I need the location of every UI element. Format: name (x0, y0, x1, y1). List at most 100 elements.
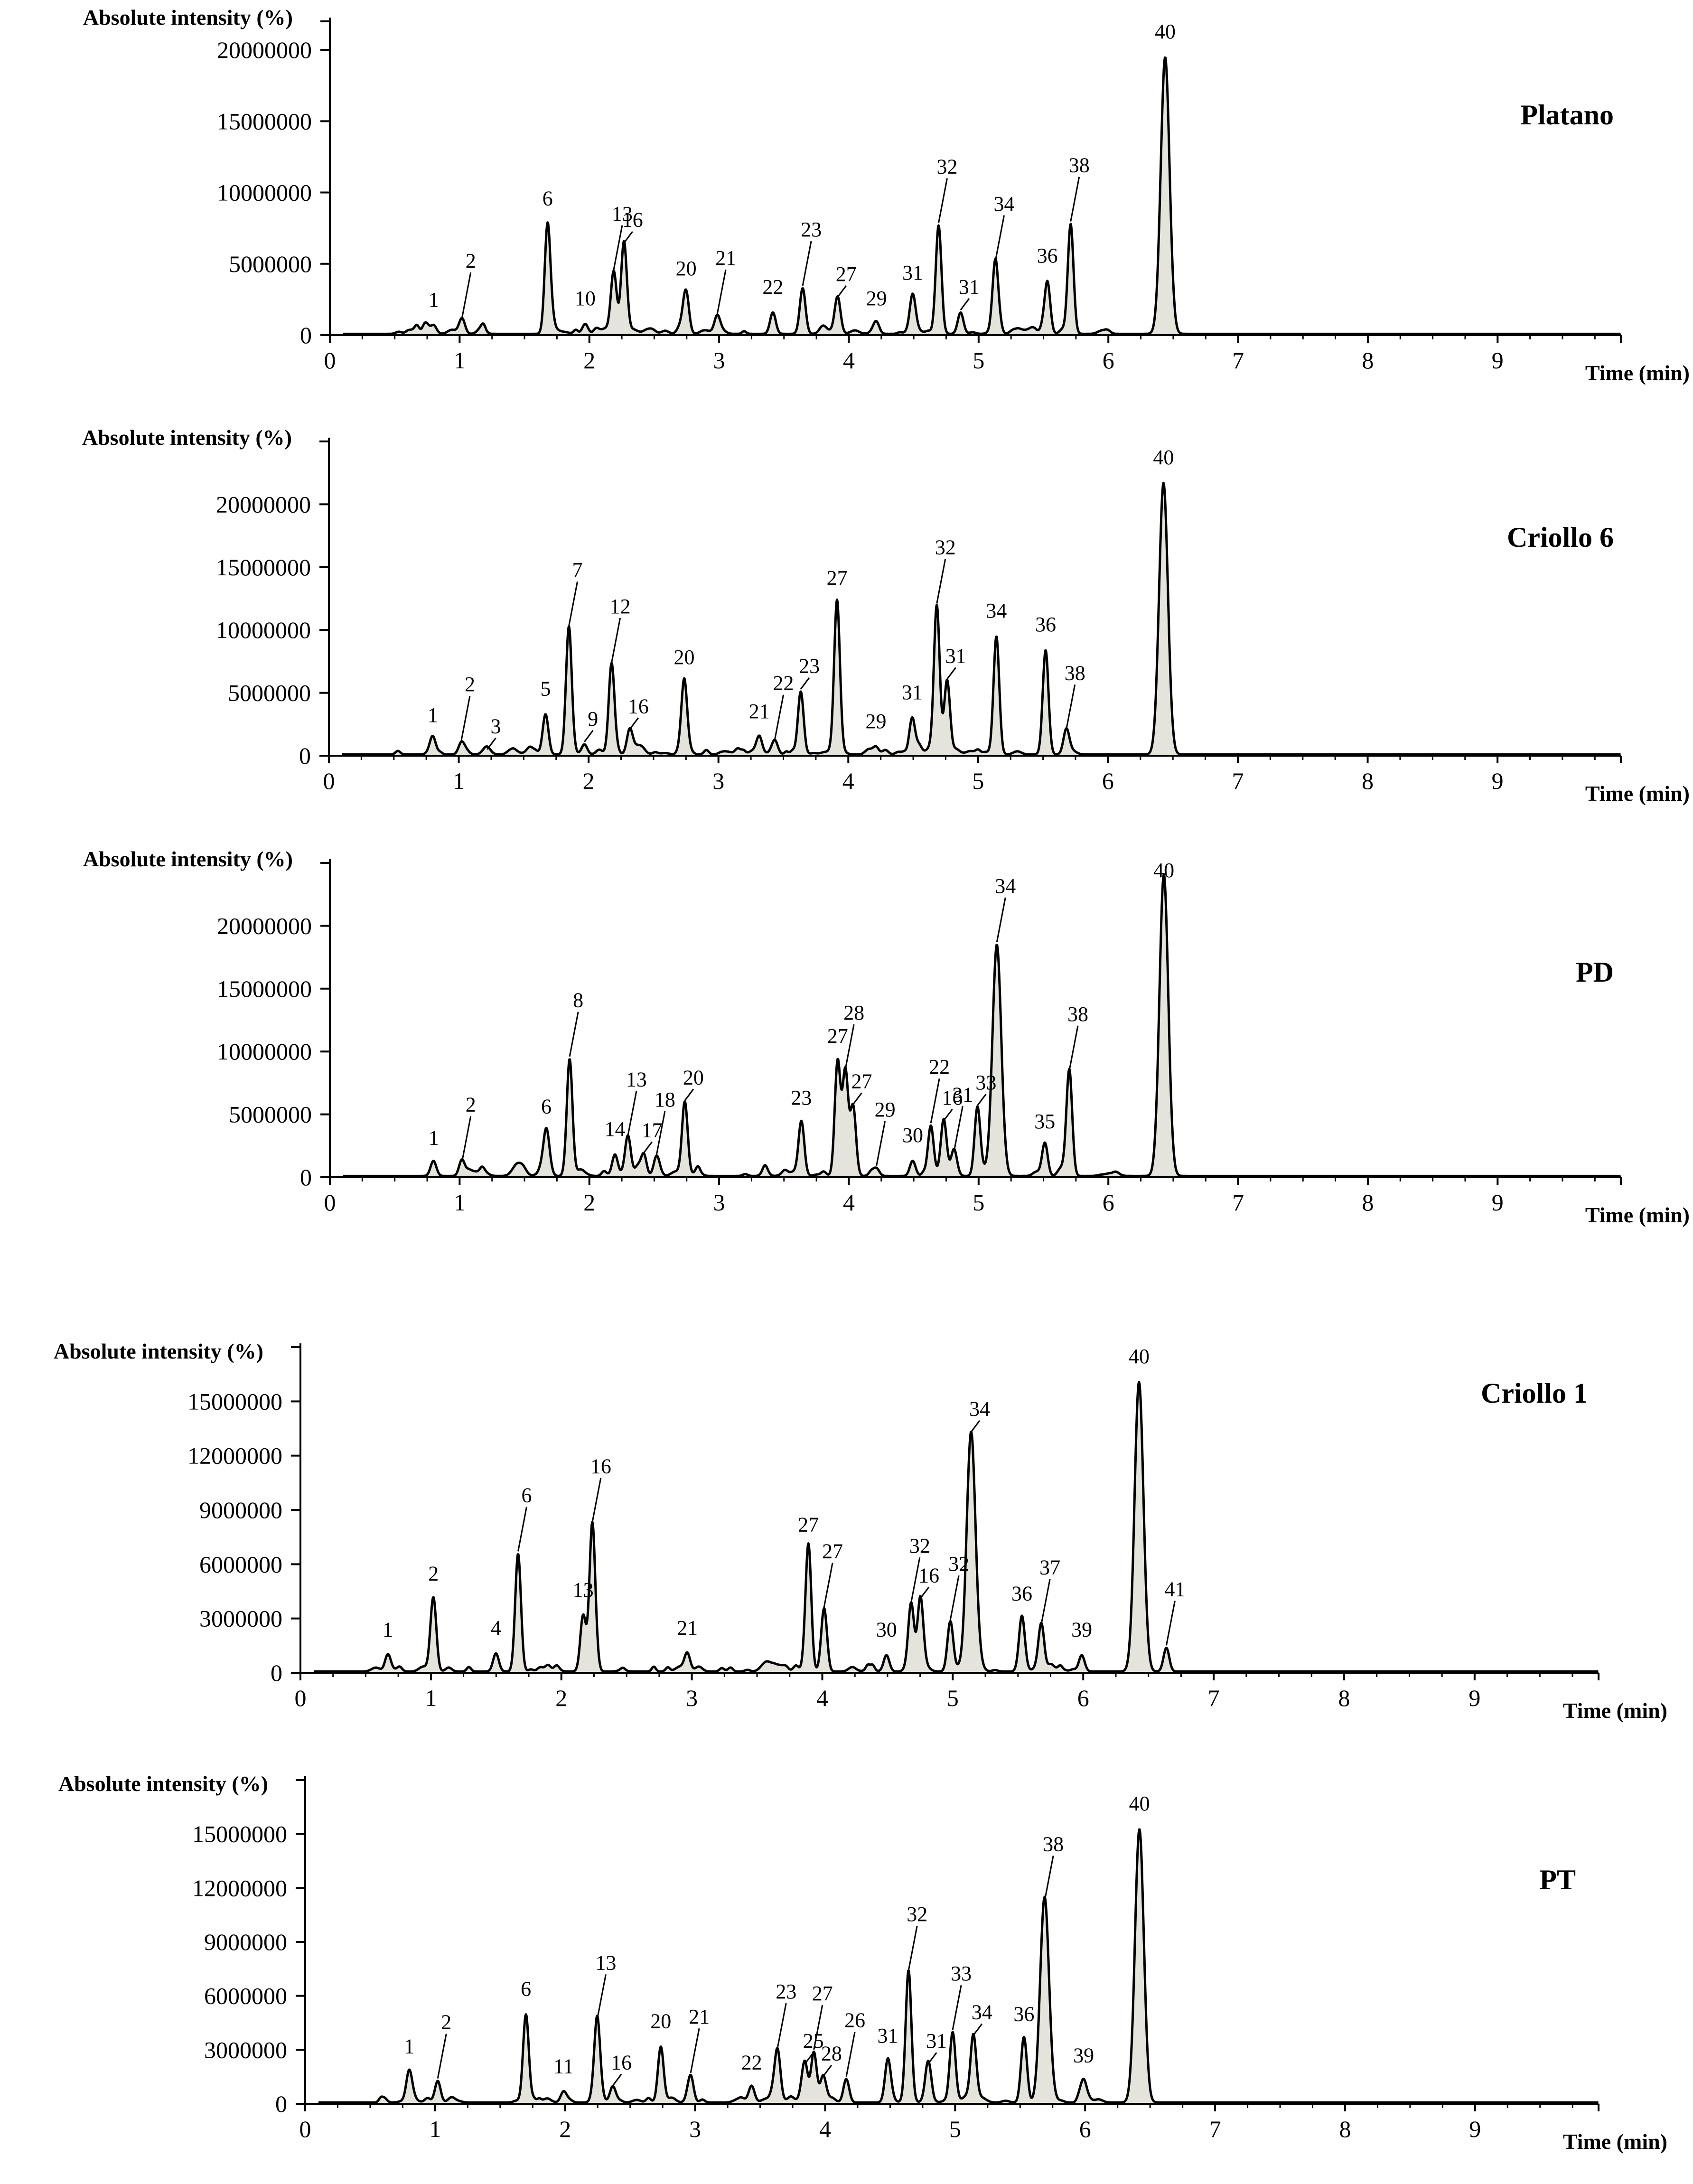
x-tick-label: 7 (1232, 768, 1244, 794)
peak-label: 33 (951, 1962, 972, 1985)
x-tick-label: 8 (1362, 347, 1374, 374)
peak-label: 35 (1034, 1110, 1055, 1133)
x-tick-label: 4 (842, 768, 854, 794)
peak-label: 29 (875, 1098, 896, 1121)
peak-label: 27 (827, 1024, 848, 1048)
peak-label: 26 (844, 2009, 865, 2032)
peak-leader-line (949, 1575, 960, 1621)
trace-area (343, 57, 1621, 335)
peak-leader-line (845, 2032, 856, 2077)
peak-label: 32 (937, 155, 958, 178)
y-tick-label: 9000000 (204, 1929, 287, 1955)
x-tick-label: 7 (1232, 1189, 1244, 1216)
peak-leader-line (774, 694, 785, 740)
peak-label: 36 (1037, 244, 1058, 267)
y-tick-label: 20000000 (217, 912, 312, 939)
peak-label: 34 (986, 599, 1007, 622)
peak-label: 1 (404, 2035, 414, 2058)
chromatogram-panel-3: 0 3000000 6000000 9000000 12000000 15000000 0 1… (54, 1339, 1667, 1723)
peak-leader-line (852, 1092, 862, 1105)
x-tick-label: 6 (1102, 768, 1114, 794)
peak-label: 39 (1073, 2044, 1094, 2067)
x-tick-label: 2 (583, 347, 595, 374)
x-tick-label: 5 (972, 768, 984, 794)
x-tick-label: 3 (713, 1189, 725, 1216)
x-tick-label: 1 (453, 768, 465, 794)
x-tick-label: 1 (454, 1189, 466, 1216)
peak-leader-line (461, 1116, 472, 1161)
y-axis-title: Absolute intensity (%) (83, 5, 293, 29)
y-tick-label: 12000000 (192, 1875, 287, 1901)
peak-label: 33 (975, 1071, 996, 1094)
peak-label: 32 (935, 536, 956, 559)
x-tick-label: 9 (1492, 347, 1504, 374)
y-tick-label: 3000000 (199, 1605, 282, 1632)
y-tick-label: 15000000 (187, 1388, 282, 1415)
peak-label: 29 (865, 710, 886, 733)
peak-label: 32 (948, 1552, 969, 1575)
peak-label: 2 (428, 1562, 439, 1585)
peak-leader-line (802, 241, 812, 286)
peak-label: 37 (1039, 1556, 1060, 1579)
peak-label: 30 (876, 1618, 897, 1641)
peak-leader-line (823, 1563, 833, 1608)
x-tick-label: 8 (1339, 2116, 1351, 2142)
y-tick-label: 15000000 (217, 975, 312, 1002)
x-tick-label: 7 (1232, 347, 1244, 374)
peak-leader-line (938, 178, 948, 223)
peak-leader-line (643, 1141, 653, 1154)
peak-label: 27 (836, 262, 857, 286)
trace-line (342, 873, 1621, 1177)
x-axis-title: Time (min) (1585, 1203, 1690, 1227)
peak-label: 20 (673, 646, 694, 669)
x-tick-label: 6 (1079, 2116, 1091, 2142)
peak-leader-line (461, 272, 472, 318)
peak-label: 34 (972, 2001, 992, 2024)
peak-label: 2 (466, 249, 476, 272)
peak-leader-line (1066, 684, 1076, 730)
peak-label: 17 (642, 1119, 663, 1142)
peak-label: 13 (612, 202, 633, 225)
x-tick-label: 5 (947, 1685, 959, 1711)
peak-leader-line (776, 2003, 787, 2048)
trace-line (342, 56, 1621, 335)
peak-label: 11 (553, 2054, 573, 2078)
y-tick-label: 15000000 (192, 1821, 287, 1847)
peak-label: 10 (575, 287, 596, 310)
y-tick-label: 6000000 (199, 1551, 282, 1577)
peak-leader-line (973, 2023, 983, 2036)
peak-label: 4 (491, 1616, 501, 1640)
peak-label: 20 (650, 2010, 671, 2033)
peak-leader-line (684, 1088, 694, 1101)
peak-leader-line (716, 269, 727, 315)
x-tick-label: 9 (1492, 768, 1504, 794)
y-axis-title: Absolute intensity (%) (83, 847, 293, 871)
y-tick-label: 5000000 (228, 680, 311, 706)
x-tick-label: 1 (429, 2116, 441, 2142)
peak-label: 1 (383, 1618, 393, 1641)
peak-label: 18 (655, 1088, 675, 1111)
peak-leader-line (943, 1108, 953, 1121)
peak-leader-line (960, 298, 970, 310)
peak-label: 40 (1129, 1345, 1150, 1368)
peak-label: 38 (1069, 154, 1090, 177)
peak-label: 34 (994, 192, 1015, 216)
peak-leader-line (569, 1012, 579, 1057)
peak-label: 22 (929, 1055, 950, 1078)
x-tick-label: 8 (1362, 1189, 1374, 1216)
peak-label: 31 (902, 261, 923, 284)
sample-name: Criollo 6 (1507, 522, 1614, 553)
peak-leader-line (822, 2064, 832, 2077)
peak-label: 13 (595, 1951, 616, 1975)
x-tick-label: 3 (689, 2116, 701, 2142)
peak-leader-line (930, 1078, 940, 1124)
peak-label: 36 (1013, 2002, 1034, 2025)
peak-leader-line (591, 1478, 602, 1523)
peak-label: 27 (798, 1513, 819, 1537)
peak-label: 38 (1043, 1832, 1064, 1856)
x-tick-label: 4 (819, 2116, 831, 2142)
x-tick-label: 9 (1469, 1685, 1480, 1711)
peak-label: 31 (945, 644, 966, 667)
peak-label: 40 (1153, 446, 1174, 469)
y-tick-label: 0 (271, 1659, 282, 1686)
